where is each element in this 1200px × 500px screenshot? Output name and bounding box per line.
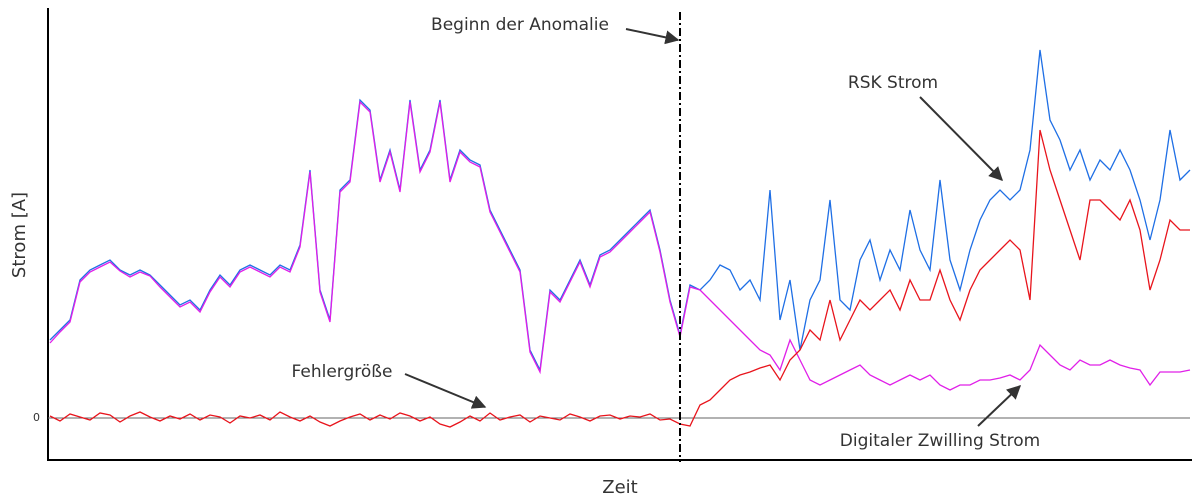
series-label-arrow	[919, 96, 1003, 181]
anomaly-label: Beginn der Anomalie	[431, 15, 609, 35]
series-line	[49, 100, 1191, 391]
series-label-arrow	[404, 373, 487, 409]
anomaly-label-arrow	[625, 28, 680, 45]
series-label: RSK Strom	[848, 73, 938, 93]
series-label: Fehlergröße	[292, 362, 393, 382]
series-line	[49, 49, 1191, 373]
x-axis-label: Zeit	[602, 477, 637, 498]
series-label: Digitaler Zwilling Strom	[840, 431, 1040, 451]
series-label-arrow	[977, 385, 1022, 427]
y-tick-label: 0	[33, 411, 40, 424]
y-axis-label: Strom [A]	[9, 192, 30, 278]
series-line	[49, 129, 1190, 428]
